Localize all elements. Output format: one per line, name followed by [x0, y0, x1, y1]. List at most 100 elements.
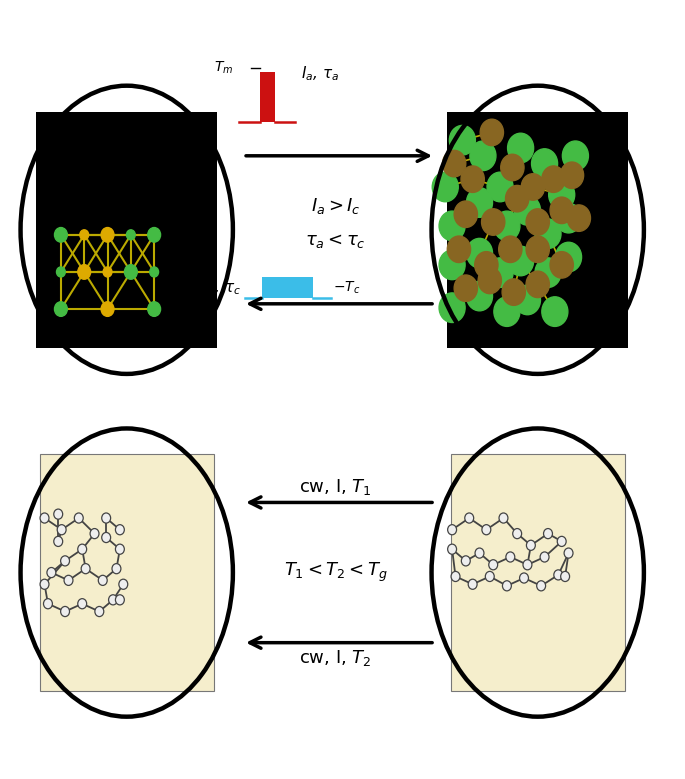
- Bar: [447, 111, 628, 348]
- Circle shape: [462, 556, 470, 566]
- Circle shape: [449, 125, 475, 155]
- Circle shape: [150, 267, 158, 277]
- Circle shape: [540, 552, 549, 562]
- Text: $T_m$: $T_m$: [214, 59, 234, 76]
- Text: $\tau_a < \tau_c$: $\tau_a < \tau_c$: [306, 232, 366, 251]
- Circle shape: [535, 219, 561, 249]
- Circle shape: [567, 205, 590, 231]
- Circle shape: [55, 301, 67, 316]
- Circle shape: [95, 606, 103, 617]
- Circle shape: [56, 267, 65, 277]
- Circle shape: [470, 141, 496, 171]
- Circle shape: [523, 559, 532, 570]
- Circle shape: [439, 293, 465, 323]
- Text: $I_c$, $\tau_c$: $I_c$, $\tau_c$: [204, 278, 242, 297]
- Text: cw, I, $T_2$: cw, I, $T_2$: [299, 648, 372, 668]
- Text: cw, I, $T_1$: cw, I, $T_1$: [299, 477, 372, 497]
- Circle shape: [542, 166, 565, 192]
- Circle shape: [494, 211, 520, 241]
- Circle shape: [475, 548, 484, 558]
- Circle shape: [103, 267, 112, 277]
- Circle shape: [148, 227, 160, 242]
- Circle shape: [454, 201, 477, 227]
- Circle shape: [439, 211, 465, 241]
- Circle shape: [55, 227, 67, 242]
- Circle shape: [81, 564, 90, 573]
- Circle shape: [526, 271, 549, 298]
- Bar: [36, 111, 217, 348]
- Circle shape: [74, 513, 84, 523]
- Circle shape: [60, 556, 70, 566]
- Circle shape: [80, 230, 88, 240]
- Circle shape: [499, 513, 508, 523]
- Circle shape: [432, 172, 458, 202]
- Circle shape: [537, 581, 545, 590]
- Circle shape: [501, 154, 524, 181]
- Circle shape: [78, 265, 90, 279]
- Circle shape: [53, 536, 63, 547]
- Circle shape: [535, 258, 561, 287]
- Text: $T_1 < T_2 < T_g$: $T_1 < T_2 < T_g$: [284, 561, 388, 584]
- Circle shape: [508, 246, 534, 276]
- Circle shape: [519, 573, 528, 583]
- Circle shape: [148, 301, 160, 316]
- Circle shape: [101, 533, 110, 542]
- Circle shape: [99, 575, 107, 586]
- Circle shape: [439, 250, 465, 280]
- Circle shape: [101, 513, 110, 523]
- Circle shape: [64, 575, 73, 586]
- Circle shape: [115, 595, 124, 605]
- Text: $I_a > I_c$: $I_a > I_c$: [311, 196, 360, 217]
- Circle shape: [557, 536, 566, 547]
- Circle shape: [448, 525, 456, 535]
- Circle shape: [125, 265, 137, 279]
- Circle shape: [560, 572, 569, 581]
- Circle shape: [544, 529, 552, 539]
- Circle shape: [443, 150, 466, 177]
- Circle shape: [464, 513, 474, 523]
- Circle shape: [502, 279, 525, 305]
- Circle shape: [485, 572, 494, 581]
- Circle shape: [77, 598, 86, 609]
- Circle shape: [526, 541, 536, 550]
- Circle shape: [482, 525, 490, 535]
- Circle shape: [514, 285, 540, 315]
- Circle shape: [77, 545, 86, 555]
- Circle shape: [487, 172, 513, 202]
- Circle shape: [502, 581, 511, 590]
- Text: $- T_c$: $- T_c$: [333, 279, 360, 296]
- Circle shape: [119, 580, 127, 590]
- Circle shape: [447, 236, 471, 263]
- Circle shape: [553, 570, 562, 580]
- Circle shape: [90, 529, 99, 539]
- Circle shape: [482, 209, 505, 235]
- Text: $I_a$, $\tau_a$: $I_a$, $\tau_a$: [301, 65, 339, 83]
- Circle shape: [461, 166, 484, 192]
- Circle shape: [115, 525, 124, 535]
- Circle shape: [478, 267, 501, 294]
- Circle shape: [127, 230, 135, 240]
- Circle shape: [514, 196, 540, 225]
- Bar: [40, 454, 214, 691]
- Circle shape: [506, 552, 515, 562]
- Circle shape: [526, 236, 549, 263]
- Circle shape: [508, 133, 534, 163]
- Circle shape: [108, 595, 118, 605]
- Circle shape: [480, 119, 503, 146]
- Circle shape: [44, 598, 52, 609]
- Circle shape: [560, 162, 584, 189]
- Circle shape: [40, 513, 49, 523]
- Circle shape: [494, 297, 520, 326]
- Circle shape: [542, 297, 568, 326]
- Circle shape: [488, 559, 497, 570]
- Circle shape: [475, 252, 498, 278]
- Circle shape: [40, 580, 49, 590]
- Circle shape: [101, 227, 114, 242]
- Circle shape: [521, 174, 545, 200]
- Circle shape: [57, 525, 66, 535]
- Circle shape: [469, 580, 477, 590]
- Circle shape: [454, 275, 477, 301]
- Circle shape: [556, 203, 582, 233]
- Circle shape: [549, 180, 575, 210]
- Circle shape: [499, 236, 522, 263]
